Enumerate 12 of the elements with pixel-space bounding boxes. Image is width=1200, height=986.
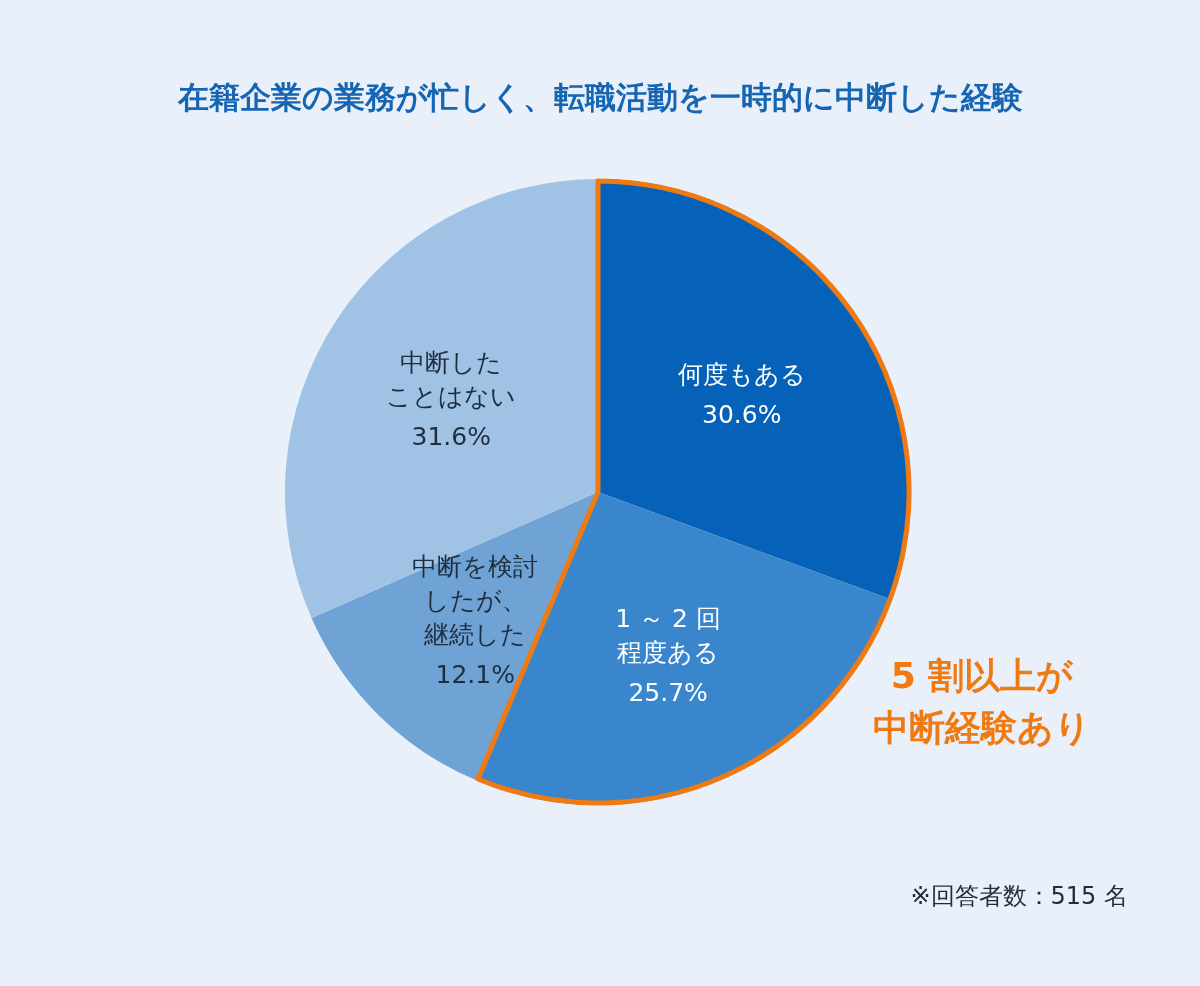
slice-label: 中断を検討したが、継続した [412,551,539,649]
data-label: 12.1% [435,659,515,689]
text: 5 割以上が中断経験あり [873,655,1091,748]
slice-label: 1 ～ 2 回程度ある [615,604,721,668]
data-label: 31.6% [411,421,491,451]
chart-title: 在籍企業の業務が忙しく、転職活動を一時的に中断した経験 [176,79,1023,115]
data-label: 25.7% [628,678,708,708]
pie-slice [285,179,598,619]
slice-label: 何度もある [677,360,806,390]
text: ※回答者数：515 名 [910,882,1128,910]
slice-label: 中断したことはない [386,347,517,411]
data-label: 30.6% [702,400,782,430]
